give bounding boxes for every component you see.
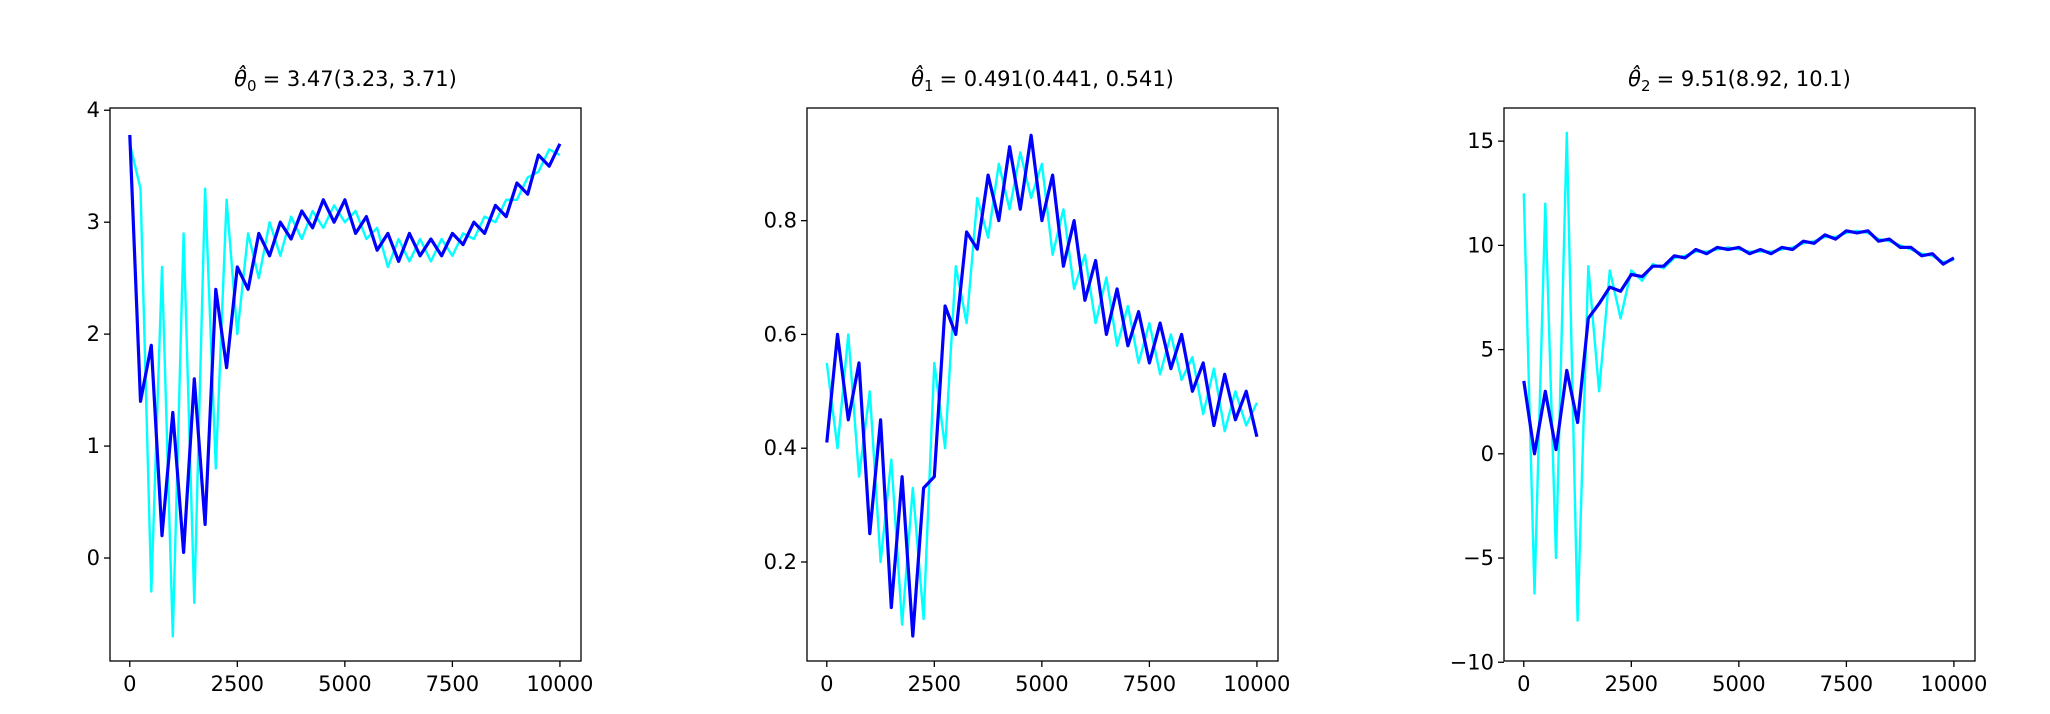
x-tick-label: 5000 [1015,672,1068,696]
trace-line [1522,229,1955,456]
y-tick-label: 0.6 [764,322,797,346]
y-tick-label: 2 [87,322,100,346]
x-tick-label: 5000 [318,672,371,696]
trace-line [825,151,1258,626]
y-tick-label: 5 [1481,338,1494,362]
x-tick-label: 0 [123,672,136,696]
y-tick-label: 10 [1467,233,1494,257]
subplot: θ̂1 = 0.491(0.441, 0.541) 0 2500 5000 7500 100… [764,65,1291,696]
x-tick-label: 2500 [211,672,264,696]
x-tick-label: 7500 [1123,672,1176,696]
title-symbol: θ̂ [911,65,924,91]
x-tick-label: 7500 [1820,672,1873,696]
y-tick-label: 0 [87,546,100,570]
x-tick-label: 5000 [1712,672,1765,696]
y-tick-label: 4 [87,98,100,122]
x-tick-label: 0 [1517,672,1530,696]
trace-line [825,133,1259,638]
y-tick-label: 0.4 [764,436,797,460]
axes-frame [1503,107,1976,662]
subplot: θ̂2 = 9.51(8.92, 10.1) 0 2500 5000 7500 10000 −… [1450,65,1988,696]
chart-title: θ̂1 = 0.491(0.441, 0.541) [911,65,1174,95]
x-tick-label: 2500 [908,672,961,696]
x-tick-label: 0 [820,672,833,696]
x-tick-label: 10000 [1224,672,1291,696]
y-tick-label: 0.2 [764,550,797,574]
y-tick-label: −10 [1450,650,1494,674]
y-tick-label: 15 [1467,129,1494,153]
chart-title: θ̂0 = 3.47(3.23, 3.71) [234,65,457,95]
y-tick-label: 3 [87,210,100,234]
title-symbol: θ̂ [1628,65,1641,91]
title-value: = 9.51(8.92, 10.1) [1657,67,1851,91]
chart-title: θ̂2 = 9.51(8.92, 10.1) [1628,65,1851,95]
trace-line [128,134,562,555]
x-tick-label: 10000 [1921,672,1988,696]
y-tick-label: 0.8 [764,209,797,233]
title-value: = 0.491(0.441, 0.541) [940,67,1174,91]
x-tick-label: 7500 [426,672,479,696]
title-subscript: 2 [1641,77,1651,95]
title-subscript: 1 [924,77,934,95]
x-tick-label: 10000 [527,672,594,696]
y-tick-label: 1 [87,434,100,458]
x-tick-label: 2500 [1605,672,1658,696]
title-symbol: θ̂ [234,65,247,91]
trace-line [1522,131,1955,622]
subplot: θ̂0 = 3.47(3.23, 3.71)0 2500 5000 7500 100000… [87,65,594,696]
title-value: = 3.47(3.23, 3.71) [263,67,457,91]
y-tick-label: −5 [1463,546,1494,570]
title-subscript: 0 [247,77,257,95]
y-tick-label: 0 [1481,442,1494,466]
trace-line [128,143,561,638]
